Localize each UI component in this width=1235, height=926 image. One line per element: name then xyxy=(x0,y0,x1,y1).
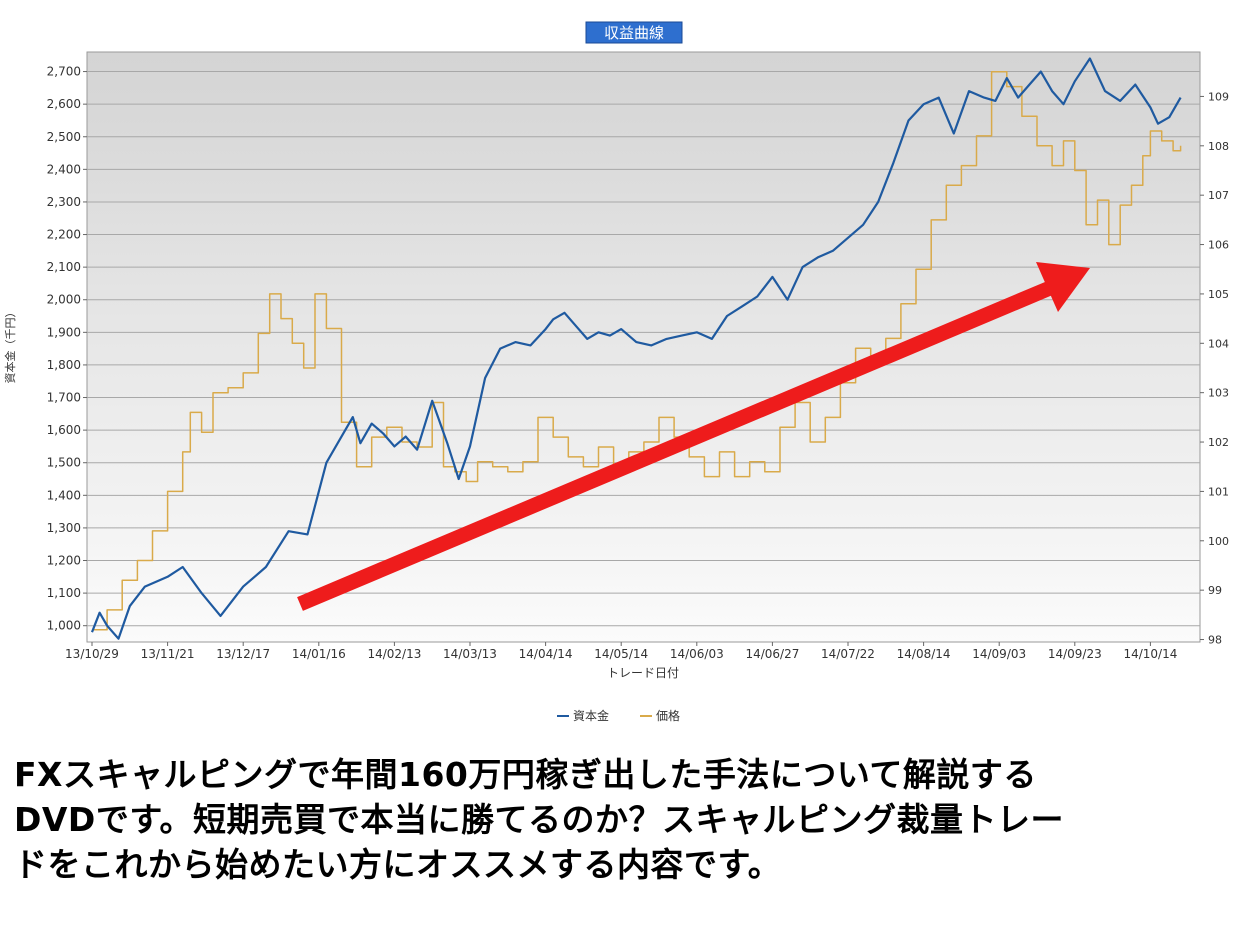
x-tick-label: 14/01/16 xyxy=(292,647,346,661)
x-tick-label: 14/06/03 xyxy=(670,647,724,661)
x-tick-label: 14/05/14 xyxy=(594,647,648,661)
x-tick-label: 14/09/03 xyxy=(972,647,1026,661)
caption: FXスキャルピングで年間160万円稼ぎ出した手法について解説する DVDです。短… xyxy=(14,752,1224,887)
capital-series-line xyxy=(90,57,1182,640)
left-tick-label: 1,900 xyxy=(47,325,81,339)
legend-capital-label: 資本金 xyxy=(573,708,609,723)
trend-arrow xyxy=(297,262,1090,611)
x-tick-label: 13/11/21 xyxy=(141,647,195,661)
x-axis-label: トレード日付 xyxy=(607,666,679,680)
grid-lines xyxy=(87,71,1200,627)
right-tick-label: 103 xyxy=(1208,387,1229,400)
right-tick-label: 106 xyxy=(1208,239,1229,252)
right-tick-label: 98 xyxy=(1208,634,1222,647)
chart-title: 収益曲線 xyxy=(604,24,664,42)
x-tick-label: 14/03/13 xyxy=(443,647,497,661)
left-axis-ticks: 1,000 1,100 1,200 1,300 1,400 1,500 1,600 1,700… xyxy=(47,65,87,633)
x-tick-label: 13/10/29 xyxy=(65,647,119,661)
x-axis-ticks: 13/10/29 13/11/21 13/12/17 14/01/16 14/02/13… xyxy=(65,642,1177,661)
left-tick-label: 1,000 xyxy=(47,619,81,633)
left-tick-label: 2,600 xyxy=(47,97,81,111)
left-tick-label: 1,800 xyxy=(47,358,81,372)
x-tick-label: 14/10/14 xyxy=(1123,647,1177,661)
caption-line-2: DVDです。短期売買で本当に勝てるのか？スキャルピング裁量トレー xyxy=(14,800,1065,839)
caption-line-1: FXスキャルピングで年間160万円稼ぎ出した手法について解説する xyxy=(14,755,1037,794)
right-tick-label: 108 xyxy=(1208,140,1229,153)
x-tick-label: 14/08/14 xyxy=(897,647,951,661)
x-tick-label: 14/04/14 xyxy=(519,647,573,661)
left-tick-label: 2,300 xyxy=(47,195,81,209)
right-tick-label: 109 xyxy=(1208,90,1229,103)
x-tick-label: 14/09/23 xyxy=(1048,647,1102,661)
right-tick-label: 104 xyxy=(1208,337,1229,350)
right-tick-label: 102 xyxy=(1208,436,1229,449)
x-tick-label: 14/02/13 xyxy=(367,647,421,661)
equity-curve-chart: 1,000 1,100 1,200 1,300 1,400 1,500 1,600 1,700… xyxy=(3,21,1229,723)
right-axis-ticks: 98 99 100 101 102 103 104 105 106 107 108 109 xyxy=(1200,90,1229,647)
left-tick-label: 1,600 xyxy=(47,423,81,437)
right-tick-label: 107 xyxy=(1208,189,1229,202)
left-tick-label: 1,100 xyxy=(47,586,81,600)
left-tick-label: 2,500 xyxy=(47,130,81,144)
left-tick-label: 2,000 xyxy=(47,293,81,307)
chart-area: 1,000 1,100 1,200 1,300 1,400 1,500 1,600 1,700… xyxy=(3,21,1229,723)
plot-background xyxy=(86,51,1201,643)
legend-price-label: 価格 xyxy=(656,708,680,723)
x-tick-label: 14/06/27 xyxy=(745,647,799,661)
left-tick-label: 1,700 xyxy=(47,391,81,405)
left-tick-label: 1,300 xyxy=(47,521,81,535)
right-tick-label: 100 xyxy=(1208,535,1229,548)
x-tick-label: 13/12/17 xyxy=(216,647,270,661)
right-tick-label: 99 xyxy=(1208,584,1222,597)
caption-line-3: ドをこれから始めたい方にオススメする内容です。 xyxy=(14,845,782,884)
left-tick-label: 2,200 xyxy=(47,228,81,242)
left-tick-label: 2,400 xyxy=(47,162,81,176)
chart-title-box xyxy=(585,21,683,44)
right-tick-label: 101 xyxy=(1208,485,1229,498)
y-axis-label: 資本金（千円） xyxy=(3,307,17,384)
legend: 資本金 価格 xyxy=(557,708,680,723)
right-tick-label: 105 xyxy=(1208,288,1229,301)
left-tick-label: 1,500 xyxy=(47,456,81,470)
left-tick-label: 1,200 xyxy=(47,554,81,568)
left-tick-label: 2,700 xyxy=(47,65,81,79)
left-tick-label: 1,400 xyxy=(47,488,81,502)
left-tick-label: 2,100 xyxy=(47,260,81,274)
x-tick-label: 14/07/22 xyxy=(821,647,875,661)
